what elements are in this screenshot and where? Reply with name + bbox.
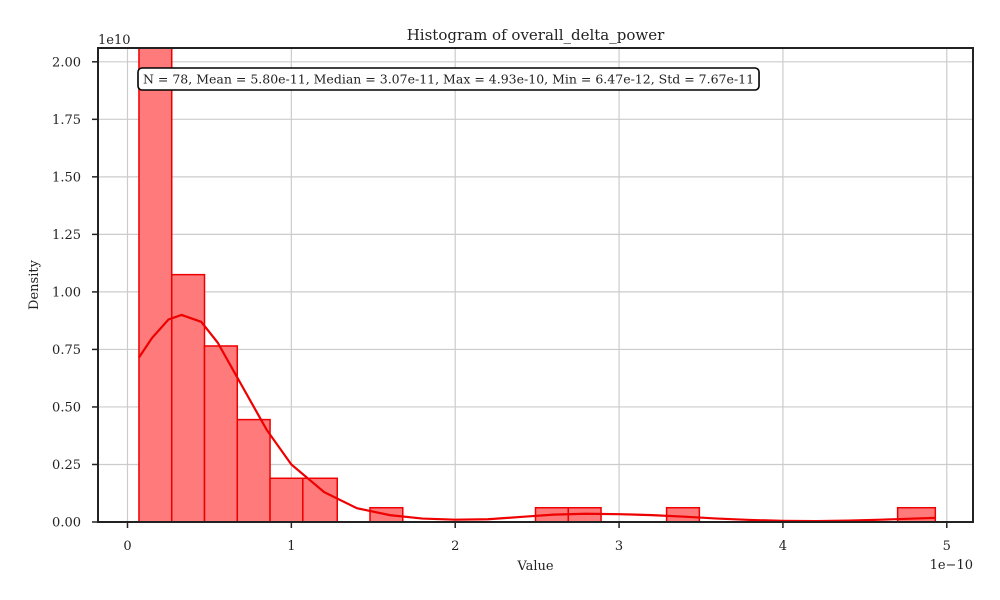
x-axis-offset-label: 1e−10 xyxy=(930,558,973,573)
x-tick-label: 4 xyxy=(779,539,787,554)
stats-box xyxy=(137,67,760,91)
y-tick-label: 1.00 xyxy=(52,285,81,300)
histogram-bar xyxy=(269,477,304,523)
plot-frame xyxy=(97,47,974,523)
x-tick-label: 0 xyxy=(123,539,131,554)
y-tick-label: 0.00 xyxy=(52,516,81,531)
x-tick-label: 2 xyxy=(451,539,459,554)
x-tick-label: 3 xyxy=(615,539,623,554)
y-tick-label: 1.25 xyxy=(52,228,81,243)
y-tick-label: 0.25 xyxy=(52,458,81,473)
y-tick-label: 1.50 xyxy=(52,170,81,185)
y-tick-label: 1.75 xyxy=(52,113,81,128)
y-tick-label: 0.50 xyxy=(52,400,81,415)
y-tick-label: 2.00 xyxy=(52,55,81,70)
axis-ticks: 0 1 2 3 4 5 0.00 0.25 0.50 0.75 1.00 1.25 1.50 1.75 2.… xyxy=(52,55,951,554)
histogram-bar xyxy=(203,345,239,523)
kde-curve xyxy=(138,313,936,523)
histogram-bar xyxy=(302,477,338,523)
x-tick-label: 5 xyxy=(943,539,951,554)
chart-title: Histogram of overall_delta_power xyxy=(407,26,665,44)
histogram-bar xyxy=(138,47,173,523)
stats-text: N = 78, Mean = 5.80e-11, Median = 3.07e-… xyxy=(143,72,754,87)
x-tick-label: 1 xyxy=(287,539,295,554)
histogram-bar xyxy=(665,506,701,523)
y-tick-label: 0.75 xyxy=(52,343,81,358)
x-axis-label: Value xyxy=(516,559,553,574)
histogram-bar xyxy=(170,273,206,523)
histogram-bar xyxy=(236,418,271,523)
y-axis-label: Density xyxy=(27,259,42,310)
y-axis-offset-label: 1e10 xyxy=(98,33,131,48)
